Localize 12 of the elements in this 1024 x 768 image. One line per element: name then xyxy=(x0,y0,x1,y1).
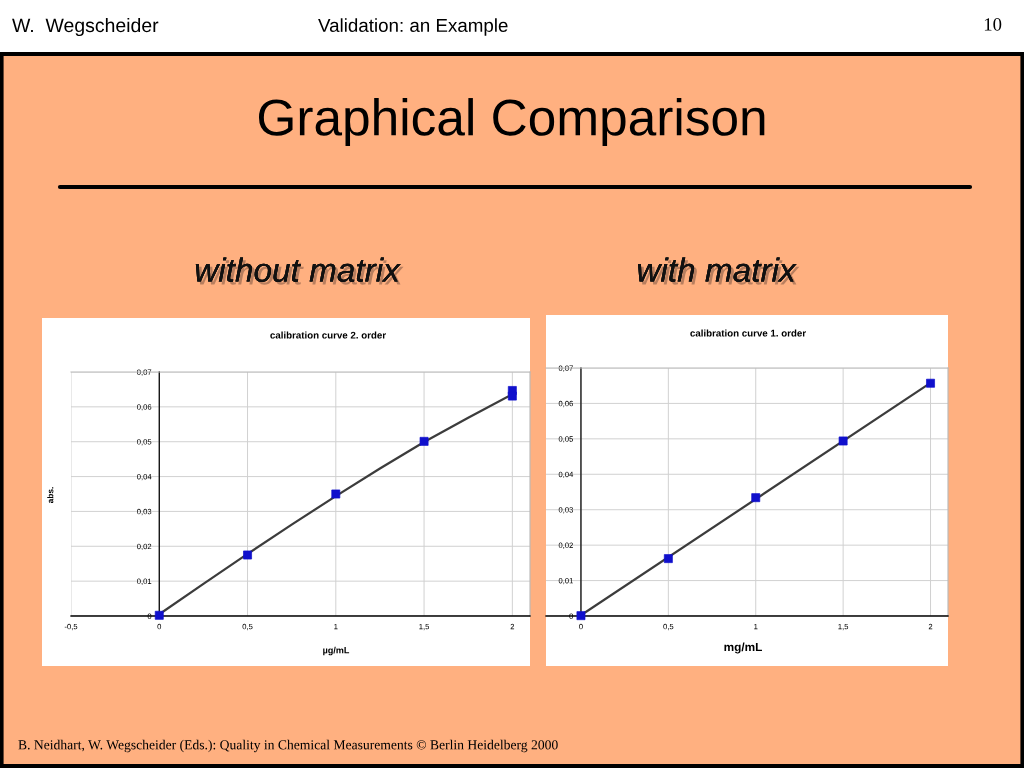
text: 10 xyxy=(984,18,1002,31)
text: W. Wegscheider xyxy=(12,17,159,37)
chart-title: calibration curve 2. order xyxy=(270,331,386,339)
x-axis-title: mg/mL xyxy=(724,642,762,654)
chart-subtitle: without matrix xyxy=(195,257,404,285)
text: B. Neidhart, W. Wegscheider (Eds.): Quality in Chemical Measurements © Berlin Heidelberg 2000 xyxy=(18,739,558,753)
chart-title: calibration curve 1. order xyxy=(690,329,806,337)
x-axis-title: µg/mL xyxy=(323,646,350,656)
text: Validation: an Example xyxy=(318,18,508,36)
y-axis-title: abs. xyxy=(47,487,54,504)
chart-subtitle: with matrix xyxy=(638,257,800,285)
text: Graphical Comparison xyxy=(258,98,765,146)
